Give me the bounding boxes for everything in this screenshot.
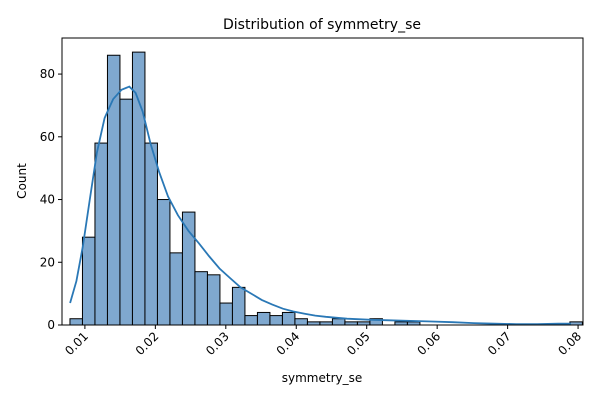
histogram-bar <box>269 315 283 326</box>
y-axis-label: Count <box>15 163 29 199</box>
histogram-bar <box>106 54 121 326</box>
y-tick-label: 0 <box>47 318 55 332</box>
x-tick-label: 0.04 <box>274 329 303 358</box>
histogram-bar <box>219 302 233 326</box>
histogram-bar <box>206 274 221 326</box>
y-tick-label: 40 <box>40 193 55 207</box>
histogram-bar <box>256 311 271 326</box>
histogram-bar <box>144 142 158 326</box>
histogram-bar <box>331 318 346 326</box>
x-tick-label: 0.06 <box>414 329 443 358</box>
x-tick-label: 0.07 <box>485 329 514 358</box>
y-axis: 0 20 40 60 80 <box>40 67 62 332</box>
x-axis: 0.01 0.02 0.03 0.04 0.05 0.06 0.07 0.08 <box>62 325 584 358</box>
histogram-bar <box>281 311 296 326</box>
y-tick-label: 80 <box>40 67 55 81</box>
y-tick-label: 20 <box>40 255 55 269</box>
histogram-bar <box>294 318 308 326</box>
x-axis-label: symmetry_se <box>282 371 363 385</box>
bars-group <box>69 51 583 326</box>
plot-frame <box>61 37 584 326</box>
histogram-bar <box>231 286 246 326</box>
histogram-bar <box>244 315 258 326</box>
x-tick-label: 0.01 <box>62 329 91 358</box>
x-tick-label: 0.03 <box>203 329 232 358</box>
histogram-bar <box>94 142 108 326</box>
x-tick-label: 0.08 <box>555 329 584 358</box>
x-tick-label: 0.05 <box>344 329 373 358</box>
chart-title: Distribution of symmetry_se <box>223 17 421 33</box>
histogram-bar <box>131 51 146 326</box>
histogram-bar <box>69 318 83 326</box>
histogram-bar <box>169 252 183 326</box>
histogram-bar <box>194 271 208 326</box>
histogram-bar <box>181 211 196 326</box>
histogram-bar <box>119 98 133 326</box>
kde-line <box>69 85 571 325</box>
histogram-bar <box>81 236 96 326</box>
histogram-bar <box>156 199 171 326</box>
x-tick-label: 0.02 <box>133 329 162 358</box>
y-tick-label: 60 <box>40 130 55 144</box>
